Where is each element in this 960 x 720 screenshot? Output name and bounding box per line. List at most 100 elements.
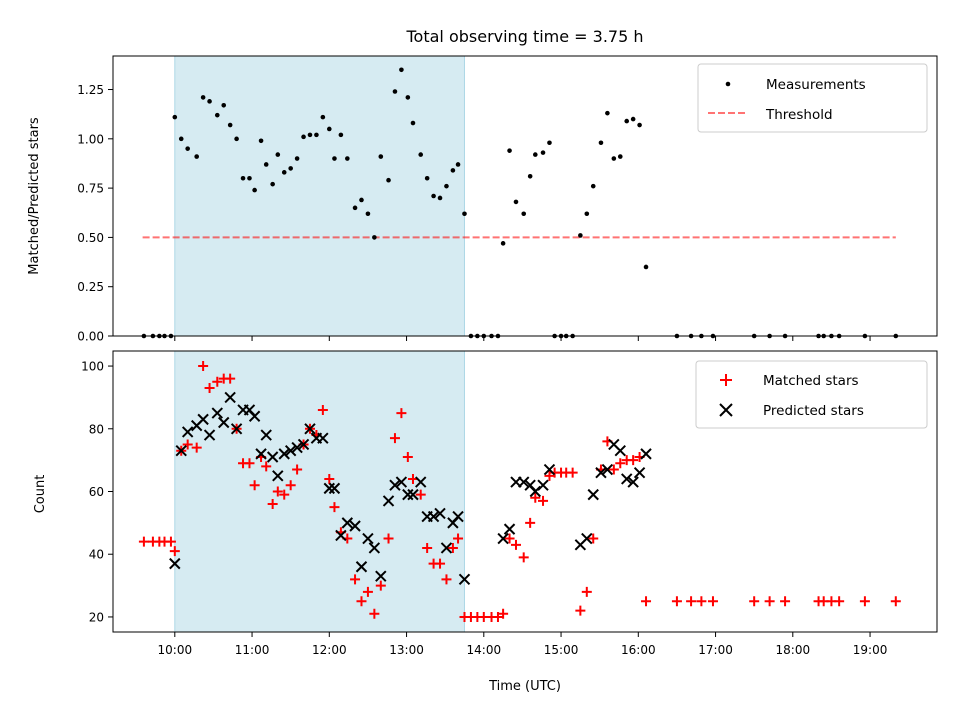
measurement-point [513,199,519,205]
matched-star-point [292,464,303,475]
matched-star-point [212,376,223,387]
predicted-star-point [255,448,267,460]
measurement-point [630,116,636,122]
matched-star-point [272,486,283,497]
predicted-star-point [230,423,243,435]
predicted-star-point [291,441,303,454]
matched-star-point [510,539,521,550]
predicted-star-point [328,482,341,495]
ratio-x-ticks [174,336,871,341]
predicted-star-point [543,463,556,476]
predicted-star-point [375,570,387,582]
matched-star-point [518,552,529,563]
predicted-star-point [323,482,336,495]
matched-star-point [696,596,707,607]
predicted-star-point [621,473,633,485]
observing-window-shade-top [174,55,465,337]
matched-star-point [588,533,599,544]
predicted-star-point [518,476,530,488]
measurement-point [227,122,233,128]
legend-matched-label: Matched stars [763,373,859,389]
predicted-star-point [497,532,509,545]
measurement-point [392,89,398,94]
ratio-y-axis-label: Matched/Predicted stars [27,117,42,275]
matched-star-point [244,458,255,469]
measurement-point [294,156,300,161]
x-tick-label: 12:00 [312,643,347,657]
matched-star-point [324,473,335,484]
matched-star-point [375,580,386,591]
measurement-point [643,264,649,270]
predicted-star-point [272,470,284,482]
predicted-star-point [452,510,464,523]
matched-star-point [441,574,452,585]
matched-star-point [764,596,775,607]
measurement-point [301,134,306,140]
matched-star-point [575,605,586,616]
predicted-star-point [440,542,453,554]
measurement-point [327,126,332,132]
measurement-point [450,168,456,173]
chart-title: Total observing time = 3.75 h [405,27,643,46]
predicted-star-point [197,413,209,426]
legend-predicted-marker [719,403,733,417]
measurement-point [507,148,512,153]
measurement-point [314,132,319,138]
y-tick-label: 0.50 [77,231,104,245]
matched-star-point [383,533,394,544]
predicted-star-point [407,488,419,501]
matched-star-point [581,586,592,597]
measurement-point [598,140,604,146]
matched-star-point [191,442,202,453]
y-tick-label: 40 [89,548,104,562]
predicted-star-point [266,451,279,463]
matched-star-point [447,542,458,553]
predicted-star-point [169,557,181,570]
matched-star-point [279,489,290,500]
predicted-star-point [284,445,297,457]
x-tick-label: 13:00 [389,643,424,657]
predicted-star-point [427,510,440,523]
matched-star-point [834,596,845,607]
measurement-point [247,175,252,181]
measurement-point [437,195,443,201]
measurement-point [252,187,257,193]
count-panel: 20 40 60 80 100 10:00 11:00 12:00 13:00 14:00 15:… [33,350,938,694]
matched-star-point [369,608,380,619]
measurement-point [444,183,449,189]
predicted-star-point [175,445,187,457]
y-tick-label: 20 [89,610,104,624]
predicted-star-point [341,517,354,529]
predicted-star-point [304,423,316,435]
matched-star-point [780,596,791,607]
matched-star-point [538,495,549,506]
measurement-point [424,175,430,181]
measurement-point [320,114,326,120]
x-tick-label: 11:00 [235,643,270,657]
legend-measurements-label: Measurements [766,77,866,93]
measurement-point [263,162,269,167]
count-y-ticks: 20 40 60 80 100 [81,360,113,624]
matched-star-point [329,502,340,513]
count-x-ticks: 10:00 11:00 12:00 13:00 14:00 15:00 16:00 17:00… [158,632,887,657]
ratio-y-ticks: 0.00 0.25 0.50 0.75 1.00 1.25 [77,83,113,344]
measurement-point [365,211,371,217]
x-tick-label: 16:00 [621,643,656,657]
matched-star-point [567,467,578,478]
measurement-point [418,152,424,157]
matched-star-point [615,458,626,469]
predicted-star-point [434,507,446,520]
measurement-point [547,140,552,146]
ratio-plot-frame [112,55,938,337]
matched-star-point [249,480,260,491]
matched-star-point [525,517,536,528]
ratio-legend-box [697,63,928,133]
measurement-point [214,112,220,118]
predicted-star-point [260,429,272,441]
measurement-point [270,181,275,187]
predicted-star-point [395,476,408,488]
x-tick-label: 17:00 [698,643,733,657]
predicted-star-point [537,479,549,491]
matched-star-point [453,533,464,544]
y-tick-label: 0.25 [77,280,104,294]
